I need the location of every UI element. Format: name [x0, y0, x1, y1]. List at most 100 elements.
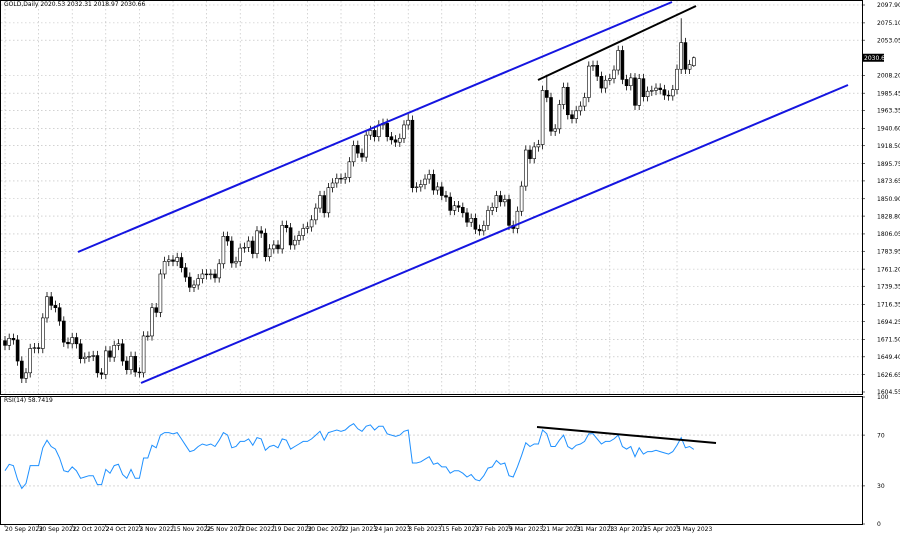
candle-body — [574, 110, 579, 119]
candle-body — [368, 130, 373, 136]
candle-body — [607, 78, 612, 81]
x-tick-label: 12 Jan 2023 — [341, 526, 377, 533]
x-tick-label: 13 Apr 2023 — [610, 526, 647, 533]
candle-body — [523, 149, 528, 187]
candle-body — [32, 347, 37, 349]
x-tick-label: 15 Nov 2022 — [173, 526, 212, 533]
candle-body — [351, 145, 356, 163]
last-price-box — [862, 53, 884, 62]
candle-body — [603, 79, 608, 89]
candle-body — [561, 86, 566, 105]
candle-body — [410, 119, 415, 188]
x-tick-label: 3 Feb 2023 — [408, 526, 442, 533]
candle-body — [406, 119, 411, 126]
candle-body — [683, 42, 688, 70]
y-tick-label: 1828.80 — [877, 213, 900, 220]
candle-body — [61, 320, 66, 343]
candle-body — [3, 340, 7, 346]
candle-body — [259, 230, 264, 234]
candle-body — [637, 78, 642, 106]
candle-body — [188, 276, 192, 288]
x-tick-label: 9 Mar 2023 — [509, 526, 543, 533]
candle-body — [217, 263, 221, 279]
candle-body — [280, 225, 285, 250]
candle-body — [91, 355, 95, 357]
x-tick-label: 5 May 2023 — [677, 526, 712, 533]
candle-body — [200, 273, 205, 279]
candle-body — [162, 261, 167, 275]
candle-body — [267, 248, 272, 258]
candle-body — [372, 130, 377, 138]
candle-body — [658, 87, 663, 90]
candle-body — [507, 199, 511, 226]
x-tick-label: 25 Apr 2023 — [643, 526, 680, 533]
candle-body — [620, 50, 625, 80]
candle-body — [418, 184, 423, 188]
candle-body — [687, 64, 692, 70]
candle-body — [591, 65, 595, 67]
candle-body — [339, 177, 343, 180]
candle-body — [481, 225, 486, 232]
candle-body — [99, 372, 104, 375]
candle-body — [108, 350, 112, 358]
candle-body — [679, 42, 684, 70]
candle-body — [53, 305, 58, 309]
candle-body — [83, 356, 87, 360]
y-tick-label: 1694.25 — [877, 319, 900, 326]
y-tick-label: 70 — [877, 432, 885, 439]
candle-body — [355, 145, 360, 154]
candle-body — [251, 240, 255, 254]
candle-body — [334, 177, 339, 184]
candle-body — [313, 207, 318, 221]
candle-body — [95, 355, 100, 374]
x-tick-label: 20 Sep 2022 — [5, 526, 43, 533]
candle-body — [402, 124, 406, 139]
candle-body — [246, 240, 251, 248]
candle-body — [263, 232, 268, 258]
candle-body — [167, 259, 171, 262]
y-tick-label: 1873.65 — [877, 178, 900, 185]
candle-body — [305, 226, 310, 229]
candle-body — [150, 307, 154, 337]
candle-body — [649, 90, 654, 92]
candle-body — [242, 247, 247, 249]
candle-body — [238, 247, 242, 262]
candle-body — [66, 341, 70, 345]
candle-body — [276, 244, 280, 250]
candle-body — [255, 230, 259, 254]
candle-body — [36, 347, 41, 349]
candle-body — [288, 227, 293, 246]
candle-body — [330, 182, 335, 188]
candle-body — [540, 90, 545, 145]
candle-body — [599, 76, 604, 89]
candle-body — [498, 195, 503, 203]
x-tick-label: 7 Dec 2022 — [240, 526, 275, 533]
y-tick-label: 1783.95 — [877, 248, 900, 255]
candle-body — [57, 307, 62, 322]
candle-body — [24, 372, 28, 379]
candle-body — [477, 228, 482, 232]
y-tick-label: 1918.50 — [877, 143, 900, 150]
rsi-title: RSI(14) 58.7419 — [4, 397, 53, 404]
candle-body — [11, 338, 16, 341]
candle-body — [393, 139, 398, 143]
candle-body — [582, 97, 587, 107]
y-tick-label: 2053.05 — [877, 37, 900, 44]
candle-body — [423, 178, 427, 185]
candle-body — [364, 134, 369, 158]
x-tick-label: 12 Oct 2022 — [72, 526, 109, 533]
candle-body — [612, 69, 616, 79]
candle-body — [343, 177, 348, 180]
price-title: GOLD,Daily 2020.53 2032.31 2018.97 2030.… — [4, 1, 145, 8]
price-panel — [0, 0, 863, 395]
candle-body — [435, 186, 440, 191]
candle-body — [431, 174, 436, 191]
y-tick-label: 0 — [877, 521, 881, 528]
candle-body — [318, 195, 322, 209]
candle-body — [473, 217, 478, 230]
candle-body — [70, 337, 74, 345]
x-tick-label: 24 Oct 2022 — [106, 526, 143, 533]
x-tick-label: 30 Dec 2022 — [307, 526, 346, 533]
candle-body — [175, 257, 179, 262]
